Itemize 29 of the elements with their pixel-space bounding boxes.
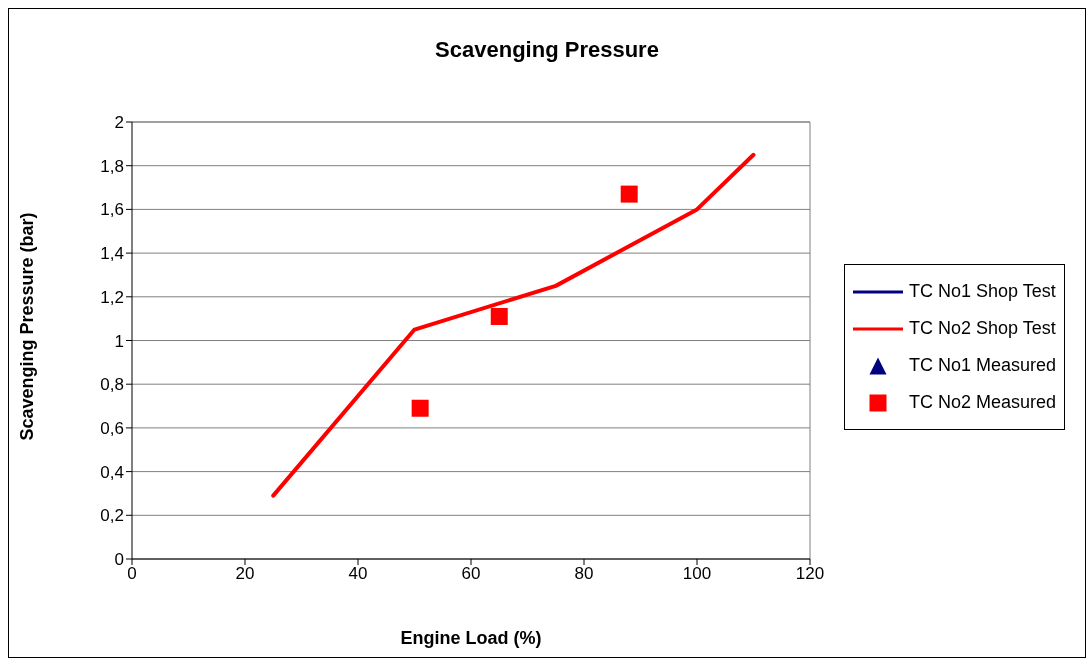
- x-axis-title: Engine Load (%): [400, 628, 542, 648]
- y-tick-label: 0: [114, 550, 124, 570]
- y-tick-label: 0,4: [100, 462, 124, 482]
- y-tick-label: 2: [114, 113, 124, 133]
- point: [490, 307, 508, 325]
- x-tick-label: 40: [348, 564, 368, 584]
- y-tick-label: 1,6: [100, 200, 124, 220]
- point: [620, 185, 638, 203]
- y-tick-label: 1,4: [100, 244, 124, 264]
- chart-title: Scavenging Pressure: [434, 37, 660, 63]
- y-tick-label: 1,2: [100, 287, 124, 307]
- x-tick-label: 100: [682, 564, 712, 584]
- y-tick-label: 0,2: [100, 506, 124, 526]
- y-tick-label: 1: [114, 331, 124, 351]
- x-tick-label: 120: [795, 564, 825, 584]
- legend-label: TC No1 Measured: [909, 355, 1057, 376]
- y-tick-label: 0,6: [100, 418, 124, 438]
- x-tick-label: 60: [461, 564, 481, 584]
- x-tick-label: 0: [127, 564, 137, 584]
- line-series: [271, 152, 756, 498]
- legend-label: TC No1 Shop Test: [909, 281, 1056, 302]
- point: [411, 399, 429, 417]
- y-axis-title: Scavenging Pressure (bar): [17, 212, 38, 441]
- x-tick-label: 20: [235, 564, 255, 584]
- x-tick-label: 80: [574, 564, 594, 584]
- legend-label: TC No2 Measured: [909, 392, 1057, 413]
- legend-label: TC No2 Shop Test: [909, 318, 1056, 339]
- y-tick-label: 1,8: [100, 156, 124, 176]
- y-tick-label: 0,8: [100, 375, 124, 395]
